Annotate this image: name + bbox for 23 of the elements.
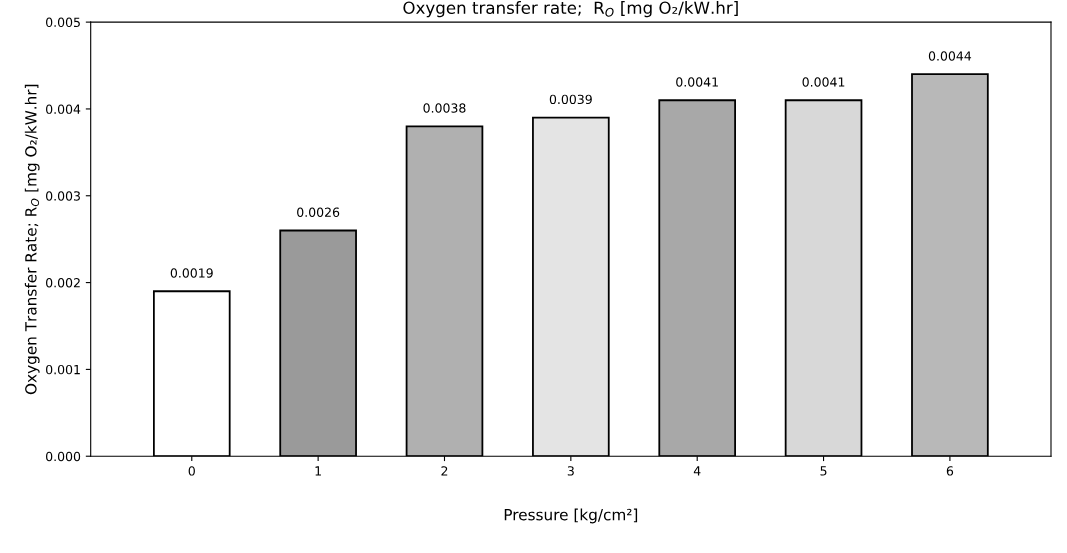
chart-title: Oxygen transfer rate; R$_{O}$ [mg O₂/kW.hr]: [403, 1, 738, 18]
data-label: 0.0019: [170, 268, 213, 278]
x-tick-label: 4: [693, 466, 701, 476]
data-label: 0.0044: [928, 51, 972, 61]
y-tick-label: 0.003: [46, 191, 80, 201]
x-tick-label: 3: [567, 466, 574, 476]
y-tick-label: 0.000: [46, 451, 81, 462]
data-label: 0.0041: [676, 77, 718, 87]
data-label: 0.0041: [802, 77, 845, 87]
y-tick-label: 0.004: [46, 104, 81, 114]
data-label: 0.0026: [297, 207, 340, 217]
x-tick-label: 0: [188, 466, 195, 476]
y-tick-label: 0.002: [46, 278, 80, 288]
y-axis-title: Oxygen Transfer Rate; R$_{O}$ [mg O₂/kW.hr]: [24, 84, 40, 395]
y-tick-label: 0.001: [46, 364, 80, 375]
x-axis-title: Pressure [kg/cm²]: [504, 508, 638, 524]
data-label: 0.0038: [423, 103, 466, 113]
data-label: 0.0039: [549, 94, 592, 105]
x-tick-label: 5: [820, 466, 827, 476]
y-tick-label: 0.005: [46, 17, 80, 28]
x-tick-label: 6: [946, 466, 954, 476]
x-tick-label: 1: [315, 466, 321, 476]
x-tick-label: 2: [441, 466, 448, 476]
